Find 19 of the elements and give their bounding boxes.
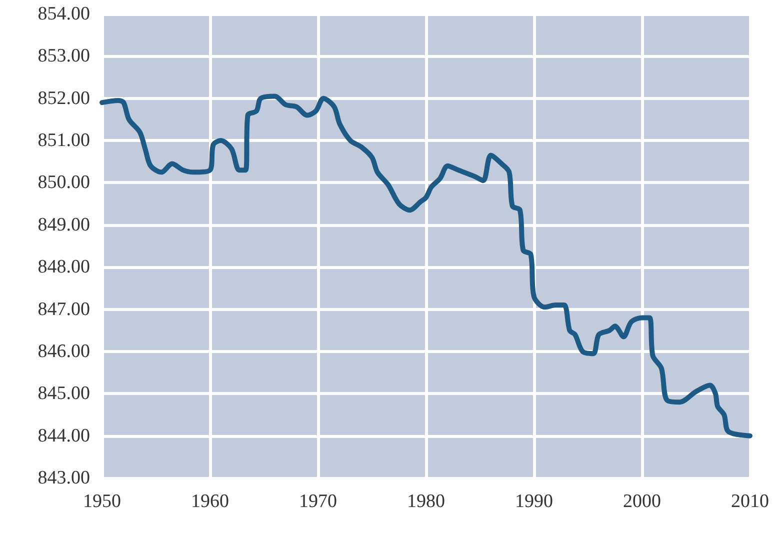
y-tick-label: 853.00 <box>38 46 90 67</box>
x-tick-label: 1990 <box>515 491 553 512</box>
y-tick-label: 850.00 <box>38 172 90 194</box>
x-tick-label: 1960 <box>191 491 229 512</box>
y-tick-label: 847.00 <box>38 298 90 320</box>
y-tick-label: 844.00 <box>38 425 90 446</box>
y-tick-label: 851.00 <box>38 130 90 152</box>
y-tick-label: 843.00 <box>38 468 90 488</box>
y-tick-label: 845.00 <box>38 383 90 404</box>
x-tick-label: 1970 <box>299 491 337 512</box>
y-tick-label: 849.00 <box>38 214 90 236</box>
y-tick-label: 848.00 <box>38 256 90 278</box>
y-tick-label: 854.00 <box>38 4 90 24</box>
x-tick-label: 2000 <box>623 491 661 512</box>
x-tick-label: 1950 <box>83 491 121 512</box>
y-tick-label: 852.00 <box>38 88 90 109</box>
x-tick-label: 1980 <box>407 491 445 512</box>
y-tick-label: 846.00 <box>38 340 90 362</box>
x-tick-label: 2010 <box>731 491 769 512</box>
